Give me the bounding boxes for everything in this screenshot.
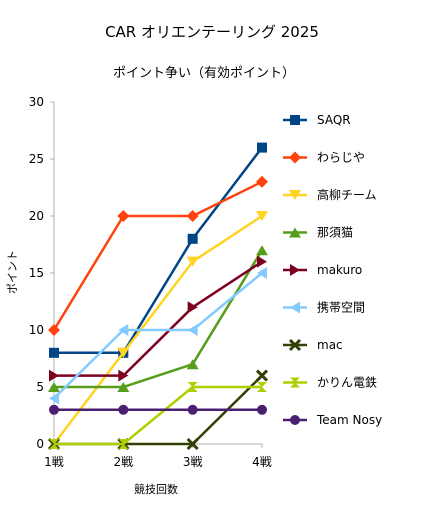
data-point [257, 404, 267, 415]
legend-item: 高柳チーム [283, 187, 377, 202]
legend-marker [290, 115, 300, 125]
y-tick-label: 15 [29, 266, 44, 280]
legend-item: 携帯空間 [283, 300, 365, 315]
series-line [54, 260, 263, 377]
y-tick-label: 10 [29, 323, 44, 337]
data-point [257, 255, 267, 268]
data-point [186, 256, 199, 267]
series-layer [47, 142, 269, 451]
data-point [49, 369, 59, 382]
data-point [117, 347, 130, 358]
legend-marker [290, 415, 300, 425]
series-line [54, 146, 263, 355]
data-point [256, 175, 268, 188]
y-tick-label: 30 [29, 95, 44, 109]
series-3 [48, 245, 268, 392]
legend-label: 高柳チーム [317, 187, 377, 202]
legend-item: わらじや [283, 151, 365, 165]
data-point [118, 404, 129, 415]
data-point [186, 359, 199, 370]
legend-marker [290, 377, 300, 388]
legend-marker [289, 151, 301, 164]
legend-item: SAQR [283, 113, 351, 127]
data-point [187, 404, 198, 415]
data-point [48, 324, 60, 336]
data-point [257, 382, 267, 392]
legend-marker [288, 338, 302, 352]
series-4 [49, 255, 267, 382]
legend-item: mac [283, 338, 343, 352]
data-point [187, 382, 198, 392]
data-point [118, 439, 129, 449]
legend-item: 那須猫 [283, 226, 353, 240]
data-point [49, 404, 59, 415]
data-point [49, 439, 59, 449]
legend-marker [290, 301, 300, 314]
legend-item: makuro [283, 263, 362, 277]
chart-title: CAR オリエンテーリング 2025 [105, 23, 319, 41]
x-tick-label: 3戦 [183, 455, 203, 469]
data-point [257, 142, 267, 153]
y-tick-label: 5 [36, 380, 44, 394]
data-point [257, 267, 267, 279]
chart-subtitle: ポイント争い（有効ポイント） [113, 66, 295, 81]
data-point [255, 369, 269, 382]
legend-label: mac [317, 338, 343, 352]
legend-label: makuro [317, 263, 362, 277]
data-point [187, 233, 198, 244]
series-line [53, 214, 263, 445]
plot-axes: 0 5 10 15 20 25 30 1戦 2戦 3戦 4戦 [29, 95, 272, 469]
y-tick-label: 0 [36, 437, 44, 451]
data-point [118, 324, 129, 336]
data-point [118, 369, 129, 382]
data-point [186, 210, 199, 222]
data-point [117, 382, 130, 392]
y-tick-label: 25 [29, 152, 44, 166]
series-line [52, 180, 263, 331]
data-point [256, 211, 268, 221]
x-tick-label: 2戦 [114, 455, 134, 469]
y-axis-label: ポイント [6, 250, 19, 294]
series-8 [49, 404, 267, 415]
legend-label: 携帯空間 [317, 300, 365, 315]
legend-label: わらじや [317, 151, 365, 165]
x-axis-label: 競技回数 [134, 482, 178, 496]
legend-label: Team Nosy [316, 413, 382, 427]
series-0 [49, 142, 267, 358]
data-point [187, 301, 198, 314]
series-line [53, 272, 263, 400]
series-5 [49, 267, 267, 405]
data-point [187, 324, 198, 336]
y-tick-label: 20 [29, 209, 44, 223]
data-point [186, 437, 199, 451]
series-line [54, 385, 262, 446]
legend-label: 那須猫 [317, 226, 353, 240]
data-point [49, 347, 59, 358]
data-point [117, 210, 130, 222]
legend-marker [289, 190, 301, 200]
legend-marker [290, 264, 300, 276]
series-1 [48, 175, 268, 336]
legend-marker [289, 227, 301, 238]
legend-label: SAQR [317, 113, 351, 127]
series-7 [49, 382, 267, 449]
legend-item: かりん電鉄 [283, 375, 377, 390]
legend-item: Team Nosy [283, 413, 382, 427]
data-point [48, 382, 60, 392]
x-tick-label: 1戦 [44, 455, 64, 469]
x-tick-label: 4戦 [252, 455, 272, 469]
data-point [49, 392, 59, 405]
data-point [256, 245, 268, 256]
series-line [54, 249, 264, 389]
legend-label: かりん電鉄 [317, 375, 377, 390]
